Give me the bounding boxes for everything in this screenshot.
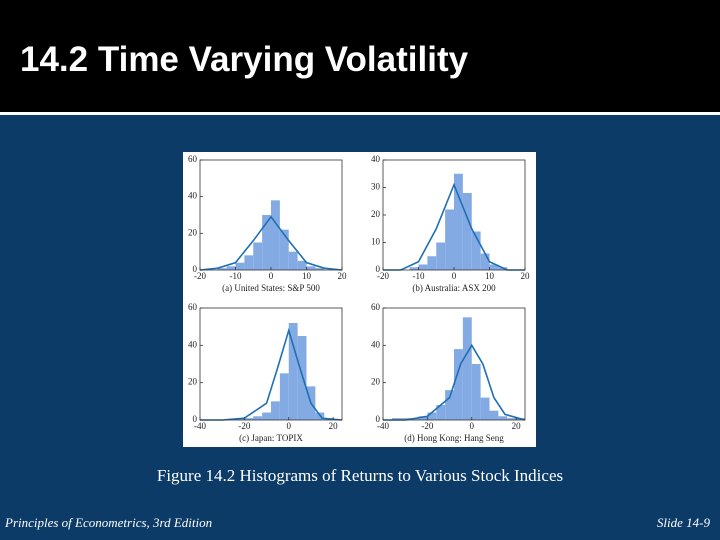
histogram-bar	[315, 268, 325, 270]
y-tick-label: 60	[188, 154, 198, 164]
histogram-bar	[235, 262, 245, 270]
y-tick-label: 0	[376, 264, 381, 274]
x-tick-label: -10	[413, 271, 425, 281]
panel-label: (b) Australia: ASX 200	[412, 283, 496, 293]
histogram-bar	[262, 412, 271, 420]
histogram-bar	[489, 264, 499, 270]
plot-frame	[199, 307, 343, 421]
x-tick-label: -20	[421, 421, 433, 431]
histogram-bar	[427, 256, 437, 270]
fitted-curve	[200, 327, 343, 421]
histogram-bar	[217, 268, 227, 270]
header-band: 14.2 Time Varying Volatility	[0, 0, 720, 115]
x-tick-label: 10	[485, 271, 495, 281]
figure: -20 -10 0 10 20 0 20 40 60 (a) United States: S&P…	[183, 152, 536, 447]
y-tick-label: 40	[371, 339, 381, 349]
y-tick-label: 0	[193, 414, 198, 424]
histogram-bar	[489, 410, 499, 420]
x-tick-label: 0	[269, 271, 274, 281]
histogram-bar	[226, 266, 236, 270]
x-tick-label: 0	[470, 421, 475, 431]
y-tick-label: 40	[188, 191, 198, 201]
y-tick-label: 40	[371, 154, 381, 164]
y-tick-label: 30	[371, 182, 381, 192]
histogram-bar	[288, 251, 298, 270]
histogram-bar	[244, 418, 254, 420]
y-tick-label: 20	[371, 377, 381, 387]
histogram-bar	[436, 405, 446, 420]
histogram-bar	[454, 349, 463, 420]
fitted-curve	[383, 343, 526, 421]
histogram-bar	[262, 215, 271, 270]
x-tick-label: -40	[194, 421, 206, 431]
histogram-bar	[471, 231, 481, 270]
panel-label: (c) Japan: TOPIX	[239, 433, 303, 443]
y-tick-label: 40	[188, 339, 198, 349]
histogram-bar	[288, 322, 298, 420]
x-tick-label: 20	[329, 421, 339, 431]
histogram-bar	[480, 397, 490, 420]
histogram-bar	[471, 364, 481, 420]
figure-caption: Figure 14.2 Histograms of Returns to Var…	[156, 466, 564, 485]
histogram-bar	[297, 260, 307, 270]
histogram-bar	[418, 264, 428, 270]
x-tick-label: -10	[230, 271, 242, 281]
y-tick-label: 20	[188, 377, 198, 387]
fitted-curve	[383, 182, 525, 271]
x-tick-label: -20	[238, 421, 250, 431]
histogram-bar	[507, 418, 517, 420]
histogram-bar	[454, 173, 463, 270]
histogram-bar	[279, 373, 289, 420]
x-tick-label: 0	[452, 271, 457, 281]
histogram-bar	[498, 416, 508, 420]
fitted-curve	[199, 215, 343, 271]
histogram-bar	[462, 317, 472, 420]
x-tick-label: -20	[377, 271, 389, 281]
panel-label: (d) Hong Kong: Hang Seng	[404, 433, 504, 443]
histogram-bar	[436, 242, 446, 270]
plot-frame	[382, 307, 526, 421]
histogram-bar	[409, 267, 419, 270]
footer-right: Slide 14-9	[656, 515, 710, 530]
histogram-bar	[418, 416, 428, 420]
histogram-bar	[462, 193, 472, 270]
x-tick-label: 20	[521, 271, 531, 281]
x-tick-label: -40	[377, 421, 389, 431]
histogram-bar	[271, 401, 280, 420]
slide-title: 14.2 Time Varying Volatility	[20, 40, 469, 79]
y-tick-label: 0	[193, 264, 198, 274]
y-tick-label: 20	[188, 227, 198, 237]
histogram-bar	[400, 418, 410, 420]
histogram-bar	[445, 209, 454, 270]
histogram-bar	[480, 253, 490, 270]
y-tick-label: 60	[188, 302, 198, 312]
histogram-bar	[427, 412, 437, 420]
x-tick-label: 10	[302, 271, 312, 281]
histogram-bar	[445, 390, 454, 420]
y-tick-label: 10	[371, 237, 381, 247]
histogram-bar	[279, 229, 289, 270]
x-tick-label: -20	[194, 271, 206, 281]
y-tick-label: 60	[371, 302, 381, 312]
y-tick-label: 0	[376, 414, 381, 424]
panel-label: (a) United States: S&P 500	[222, 283, 320, 293]
histogram-bar	[297, 336, 307, 420]
histogram-bar	[391, 418, 401, 420]
histogram-bar	[253, 416, 263, 420]
x-tick-label: 20	[512, 421, 522, 431]
x-tick-label: 20	[338, 271, 348, 281]
y-tick-label: 20	[371, 209, 381, 219]
footer-left: Principles of Econometrics, 3rd Edition	[5, 515, 213, 530]
histogram-bar	[271, 200, 280, 270]
histogram-bar	[306, 266, 316, 270]
histogram-bar	[244, 255, 254, 270]
x-tick-label: 0	[287, 421, 292, 431]
histogram-bar	[253, 242, 263, 270]
